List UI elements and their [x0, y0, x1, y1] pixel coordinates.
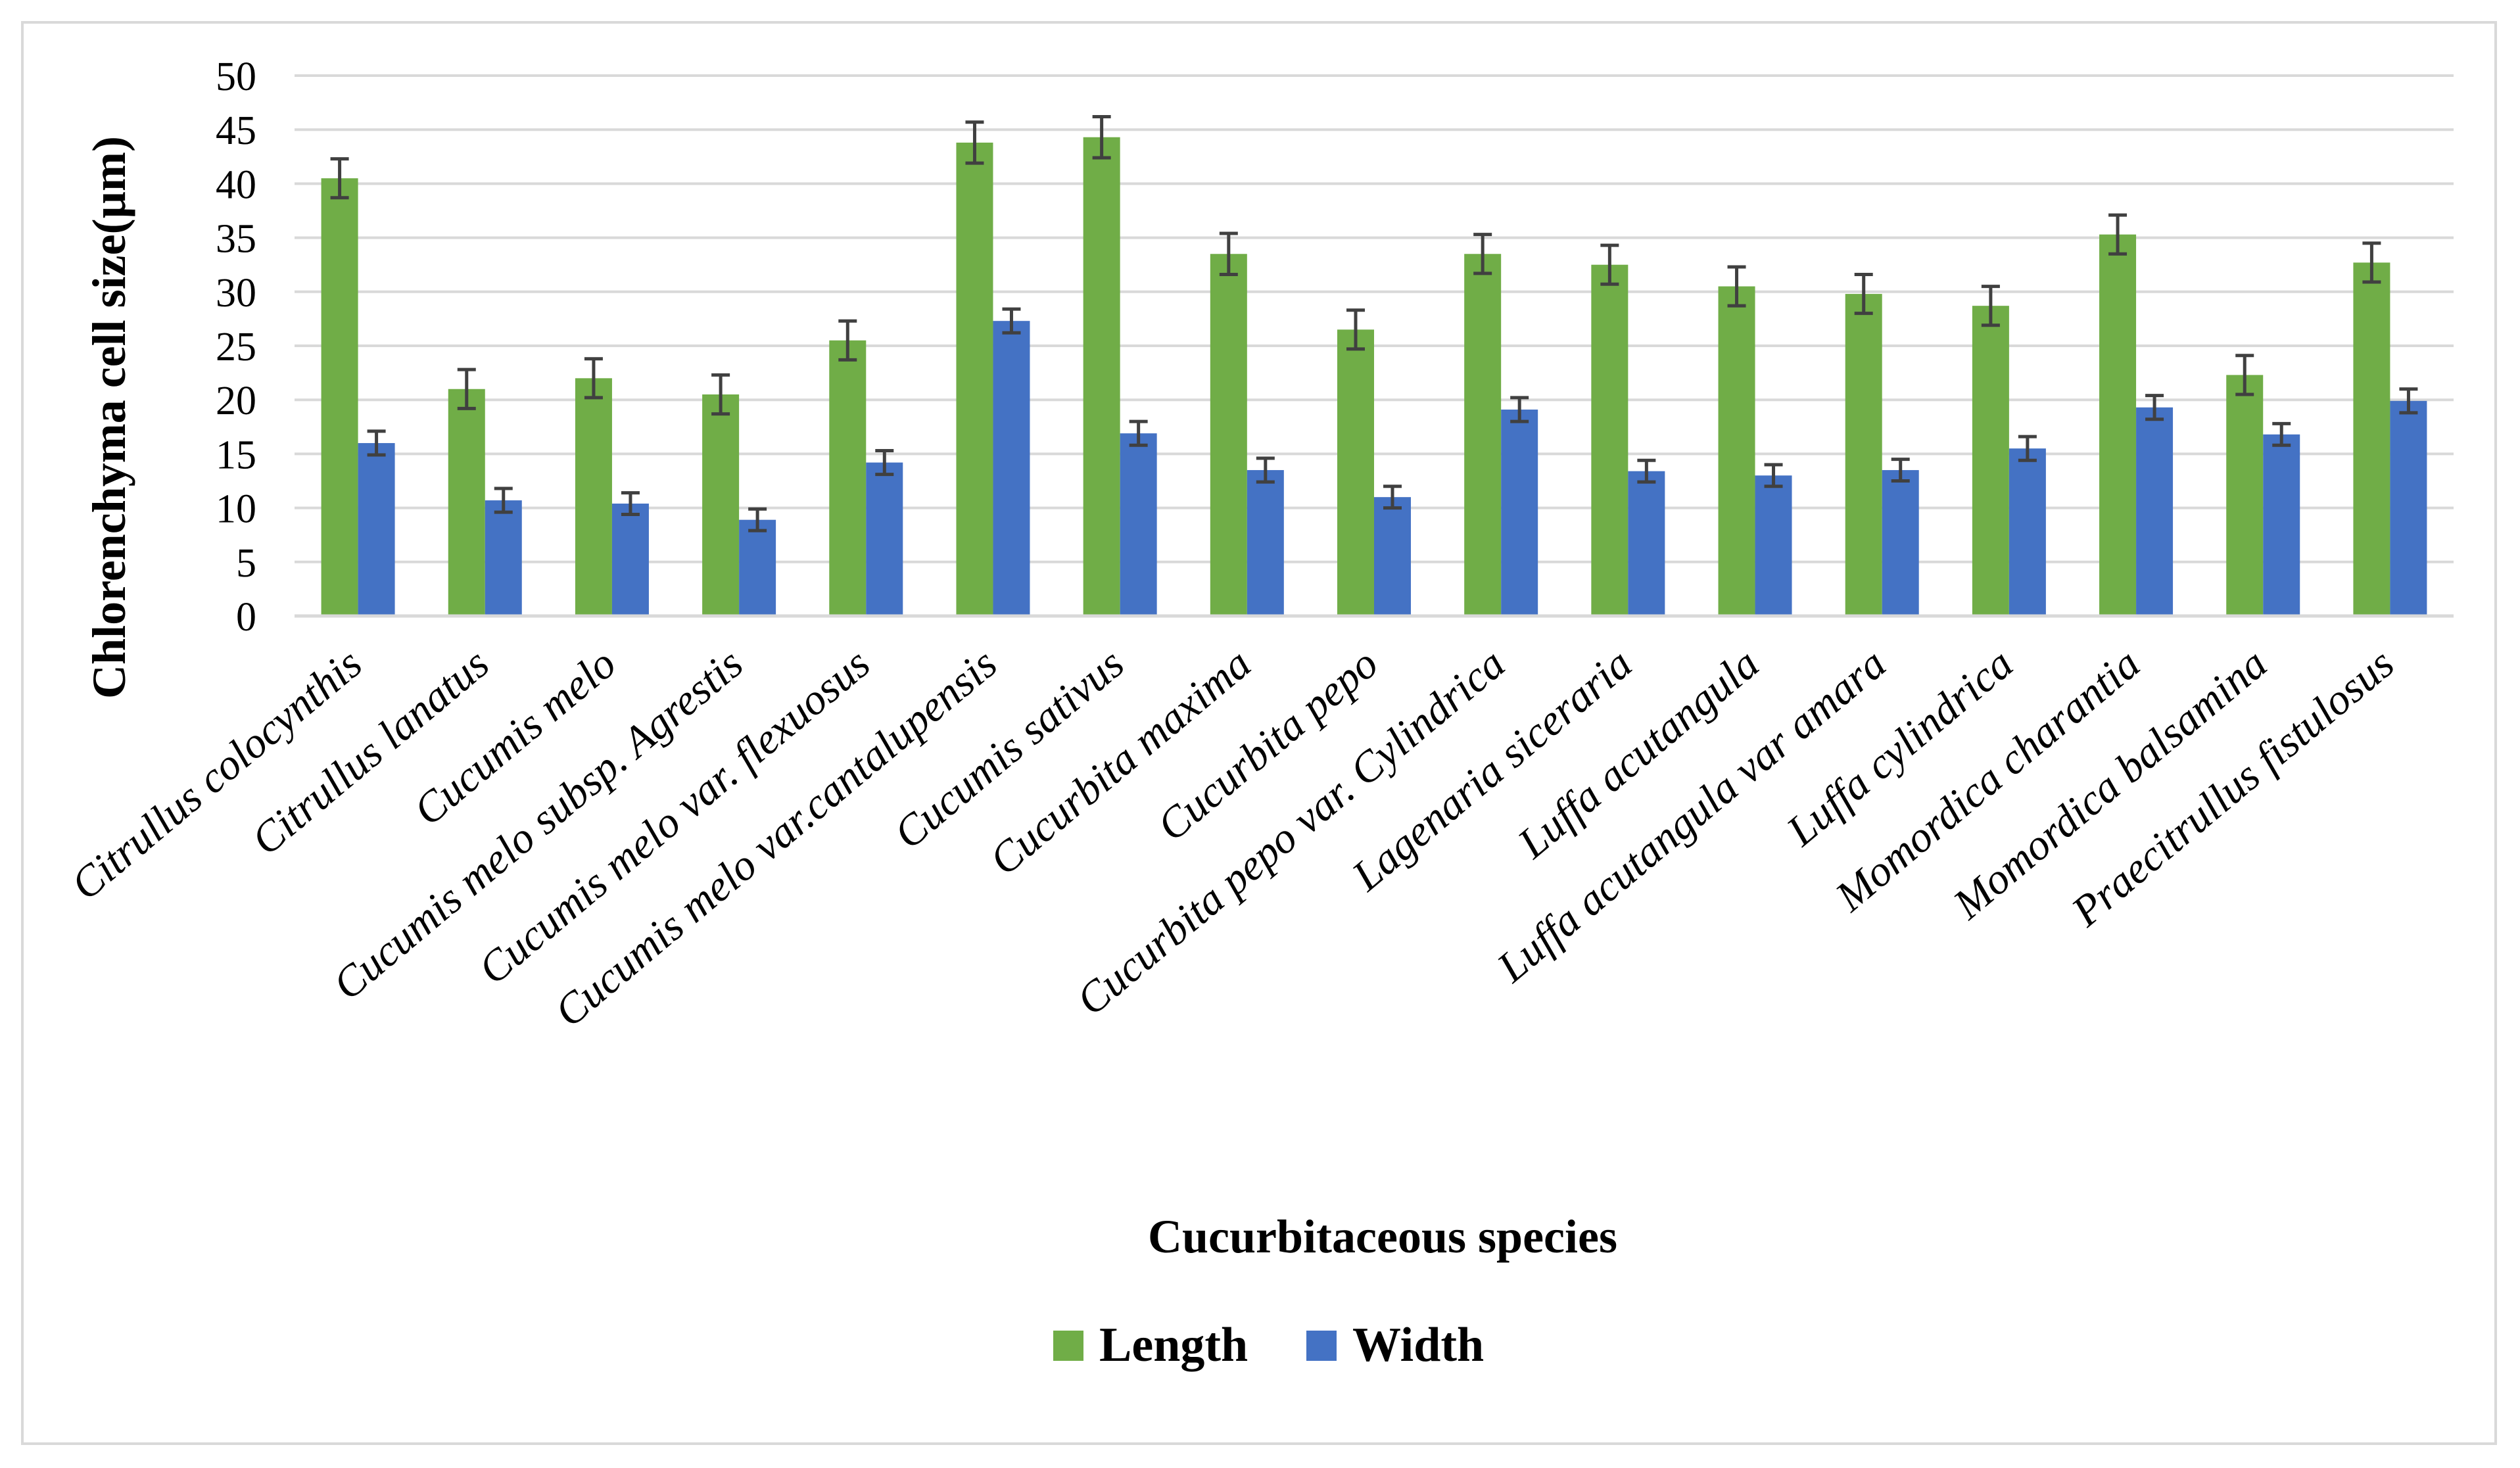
gridlines [295, 74, 2454, 563]
bar-length-16 [2353, 262, 2390, 616]
x-category-label-8: Cucurbita pepo [1149, 640, 1387, 851]
y-axis-title: Chlorenchyma cell size(µm) [83, 136, 135, 699]
y-tick-label-50: 50 [216, 55, 256, 99]
bar-width-15 [2263, 434, 2300, 616]
y-tick-label-35: 35 [216, 217, 256, 262]
legend-swatch-width [1306, 1331, 1337, 1361]
bar-width-12 [1882, 470, 1919, 616]
bar-width-16 [2390, 400, 2427, 616]
y-tick-label-40: 40 [216, 162, 256, 207]
y-axis-ticks: 0 5 10 15 20 25 30 35 40 45 50 [216, 55, 256, 640]
bar-length-1 [448, 389, 485, 616]
bar-length-7 [1210, 254, 1247, 616]
legend-label-width: Width [1352, 1318, 1484, 1372]
bar-width-4 [866, 462, 903, 616]
chart-frame [21, 21, 2497, 1445]
y-tick-label-25: 25 [216, 325, 256, 369]
bar-length-10 [1591, 264, 1628, 616]
bar-length-11 [1718, 286, 1755, 616]
y-tick-label-20: 20 [216, 379, 256, 423]
bar-length-14 [2099, 234, 2137, 617]
bar-width-10 [1628, 471, 1665, 616]
y-tick-label-30: 30 [216, 271, 256, 316]
y-tick-label-15: 15 [216, 433, 256, 477]
bar-length-12 [1845, 294, 1882, 616]
legend: Length Width [1053, 1318, 1484, 1372]
legend-swatch-length [1053, 1331, 1083, 1361]
bar-width-3 [739, 519, 776, 616]
error-bars [330, 114, 2418, 533]
bar-width-2 [611, 504, 649, 616]
bar-length-15 [2226, 375, 2264, 616]
bar-width-7 [1247, 470, 1284, 616]
bar-length-8 [1337, 329, 1374, 616]
bar-width-8 [1374, 497, 1411, 616]
bar-length-5 [956, 142, 993, 617]
bar-length-9 [1464, 254, 1502, 616]
y-tick-label-0: 0 [236, 595, 256, 640]
bar-width-9 [1501, 409, 1538, 616]
bar-length-0 [321, 178, 358, 616]
bars [321, 137, 2427, 617]
bar-width-6 [1120, 433, 1157, 616]
bar-length-2 [575, 378, 612, 616]
bar-length-3 [702, 394, 740, 616]
bar-length-13 [1972, 306, 2009, 616]
bar-width-11 [1755, 475, 1792, 616]
bar-width-13 [2009, 448, 2046, 616]
bar-width-0 [358, 442, 395, 616]
bar-width-1 [485, 500, 522, 616]
y-tick-label-45: 45 [216, 108, 256, 153]
bar-width-5 [993, 321, 1030, 616]
bar-length-6 [1083, 137, 1120, 616]
legend-label-length: Length [1099, 1318, 1248, 1372]
x-axis-title: Cucurbitaceous species [1148, 1210, 1617, 1263]
bar-width-14 [2136, 407, 2174, 616]
bar-length-4 [829, 340, 867, 616]
y-tick-label-5: 5 [236, 541, 256, 586]
y-tick-label-10: 10 [216, 487, 256, 532]
